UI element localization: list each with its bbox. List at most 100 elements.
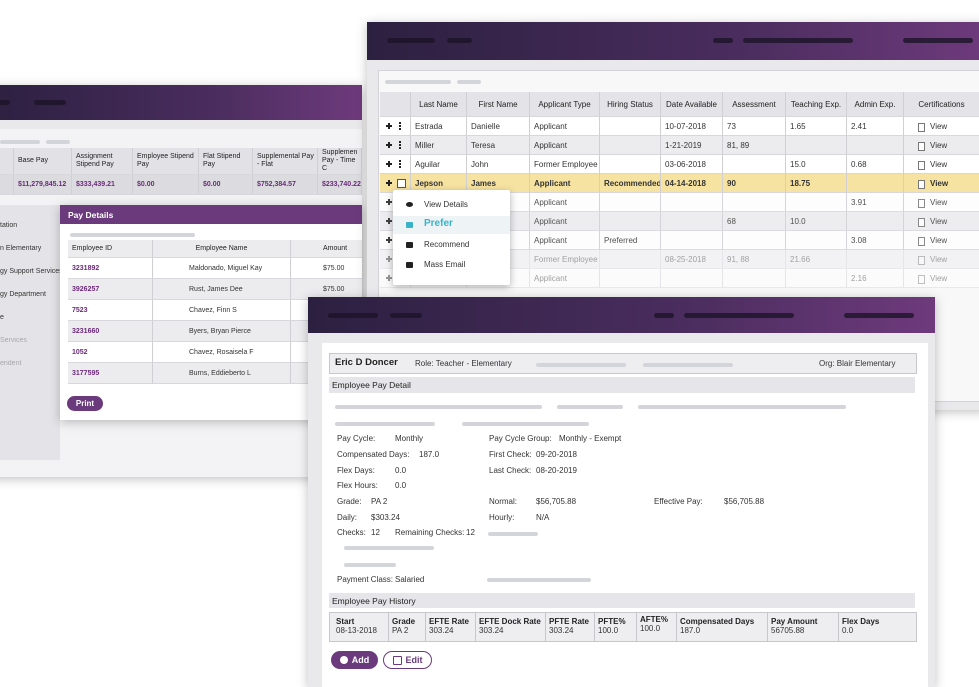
more-icon[interactable] <box>399 144 401 146</box>
table-cell: Preferred <box>600 231 661 250</box>
history-header: EFTE Rate <box>429 617 470 626</box>
header-bar <box>0 100 10 105</box>
view-link[interactable]: View <box>904 117 979 136</box>
history-value: 187.0 <box>680 626 701 635</box>
expand-icon[interactable] <box>386 275 392 281</box>
table-cell: Former Employee <box>530 155 600 174</box>
table-cell <box>661 212 723 231</box>
expand-icon[interactable] <box>386 142 392 148</box>
table-cell: 3926257 <box>68 279 153 300</box>
table-cell <box>786 136 847 155</box>
view-link[interactable]: View <box>904 250 979 269</box>
column-header: Hiring Status <box>600 92 661 117</box>
view-link[interactable]: View <box>904 269 979 288</box>
total-cell: $0.00 <box>133 175 199 195</box>
employee-role: Role: Teacher - Elementary <box>415 359 512 368</box>
column-header: Base Pay <box>14 148 72 175</box>
expand-icon[interactable] <box>386 199 392 205</box>
expand-icon[interactable] <box>386 237 392 243</box>
table-cell: 15.0 <box>786 155 847 174</box>
menu-item[interactable]: Recommend <box>424 240 470 249</box>
doc-icon <box>918 256 925 265</box>
field-label: Pay Cycle Group: <box>489 434 552 443</box>
history-header: Grade <box>392 617 416 626</box>
table-cell: Chavez, Finn S <box>153 300 291 321</box>
header-bar <box>903 38 973 43</box>
table-cell: 10.0 <box>786 212 847 231</box>
header-bar <box>387 38 435 43</box>
history-header: Compensated Days <box>680 617 755 626</box>
table-cell: Aguilar <box>411 155 467 174</box>
menu-icon <box>406 242 413 248</box>
menu-item[interactable]: Prefer <box>424 218 453 229</box>
expand-icon[interactable] <box>386 123 392 129</box>
table-cell: Applicant <box>530 117 600 136</box>
field-value: PA 2 <box>371 497 388 506</box>
table-cell: Applicant <box>530 174 600 193</box>
menu-item[interactable]: Mass Email <box>424 260 466 269</box>
table-cell: 81, 89 <box>723 136 786 155</box>
history-header: PFTE% <box>598 617 626 626</box>
add-label[interactable]: Add <box>351 655 370 665</box>
table-cell <box>600 193 661 212</box>
view-link[interactable]: View <box>904 136 979 155</box>
table-cell <box>847 250 904 269</box>
field-label: Normal: <box>489 497 518 506</box>
table-cell: 1-21-2019 <box>661 136 723 155</box>
placeholder <box>643 363 733 367</box>
edit-label[interactable]: Edit <box>405 655 423 665</box>
table-cell: Estrada <box>411 117 467 136</box>
history-header: AFTE% <box>640 615 668 624</box>
view-link[interactable]: View <box>904 174 979 193</box>
column-header: Last Name <box>411 92 467 117</box>
doc-icon <box>918 275 925 284</box>
table-cell: 03-06-2018 <box>661 155 723 174</box>
field-label: Checks: <box>337 528 366 537</box>
view-link[interactable]: View <box>904 193 979 212</box>
expand-icon[interactable] <box>386 256 392 262</box>
field-label: Payment Class: <box>337 575 394 584</box>
table-cell: Rust, James Dee <box>153 279 291 300</box>
table-cell <box>600 212 661 231</box>
column-header: Employee ID <box>68 240 153 258</box>
section-title: Employee Pay History <box>332 596 416 606</box>
column-header: Flat Stipend Pay <box>199 148 253 175</box>
header-bar <box>743 38 853 43</box>
column-header <box>380 92 411 117</box>
expand-icon[interactable] <box>386 180 392 186</box>
window-header <box>0 85 362 120</box>
expand-icon[interactable] <box>386 161 392 167</box>
sidebar-item: endent <box>0 360 22 367</box>
more-icon[interactable] <box>399 125 401 127</box>
add-button[interactable]: Add <box>331 651 378 669</box>
row-actions <box>380 155 411 174</box>
view-link[interactable]: View <box>904 231 979 250</box>
field-label: Pay Cycle: <box>337 434 376 443</box>
total-cell: $752,384.57 <box>253 175 318 195</box>
view-link[interactable]: View <box>904 155 979 174</box>
table-cell: 3231892 <box>68 258 153 279</box>
menu-item[interactable]: View Details <box>424 200 468 209</box>
history-divider <box>767 613 768 641</box>
view-link[interactable]: View <box>904 212 979 231</box>
column-header: Teaching Exp. <box>786 92 847 117</box>
history-value: 303.24 <box>429 626 454 635</box>
history-value: 100.0 <box>598 626 619 635</box>
print-button[interactable]: Print <box>67 396 103 411</box>
sidebar-item: n Elementary <box>0 245 42 252</box>
table-cell <box>600 155 661 174</box>
history-divider <box>545 613 546 641</box>
table-cell: Applicant <box>530 212 600 231</box>
expand-icon[interactable] <box>386 218 392 224</box>
edit-button[interactable]: Edit <box>383 651 432 669</box>
more-icon[interactable] <box>399 163 401 165</box>
history-divider <box>475 613 476 641</box>
table-cell: 73 <box>723 117 786 136</box>
table-cell <box>600 269 661 288</box>
table-cell: Recommended <box>600 174 661 193</box>
table-cell <box>786 193 847 212</box>
header-bar <box>328 313 378 318</box>
close-icon <box>397 179 406 188</box>
column-header: Assignment Stipend Pay <box>72 148 133 175</box>
field-label: Flex Days: <box>337 466 375 475</box>
